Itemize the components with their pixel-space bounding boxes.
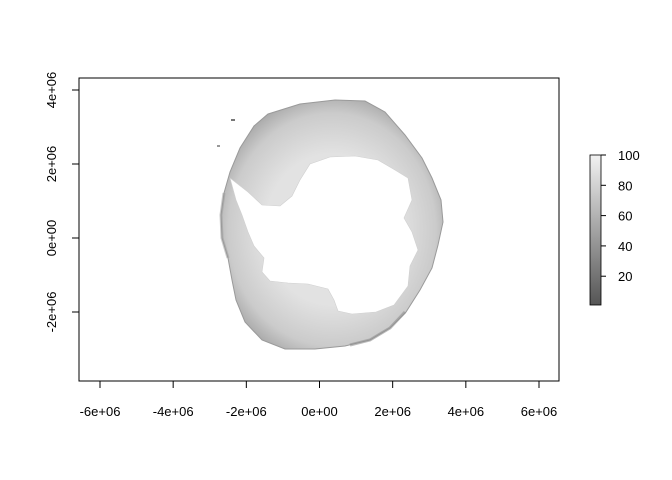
x-tick-label: 0e+00 (301, 404, 338, 419)
antarctica-continent (229, 155, 419, 315)
x-tick-label: -6e+06 (80, 404, 121, 419)
y-axis: -2e+06 0e+00 2e+06 4e+06 (44, 72, 80, 333)
legend-colorbar (589, 154, 602, 306)
legend-tick-label: 100 (618, 148, 640, 163)
x-tick-label: -2e+06 (226, 404, 267, 419)
y-tick-label: 2e+06 (44, 146, 59, 183)
color-legend: 20 40 60 80 100 (589, 148, 640, 306)
x-tick-label: 6e+06 (521, 404, 558, 419)
ice-edge-shading (349, 310, 407, 347)
ice-fleck (217, 145, 220, 147)
y-tick-label: 0e+00 (44, 220, 59, 257)
ice-edge-shading-west (219, 192, 230, 259)
legend-tick-label: 80 (618, 178, 632, 193)
legend-tick-label: 40 (618, 239, 632, 254)
y-tick-label: -2e+06 (44, 292, 59, 333)
x-tick-label: 2e+06 (374, 404, 411, 419)
y-tick-label: 4e+06 (44, 72, 59, 109)
x-tick-label: 4e+06 (448, 404, 485, 419)
ice-fleck (231, 119, 235, 121)
x-axis: -6e+06 -4e+06 -2e+06 0e+00 2e+06 4e+06 6e+06 (80, 380, 558, 419)
legend-tick-label: 60 (618, 209, 632, 224)
legend-tick-label: 20 (618, 269, 632, 284)
x-tick-label: -4e+06 (153, 404, 194, 419)
